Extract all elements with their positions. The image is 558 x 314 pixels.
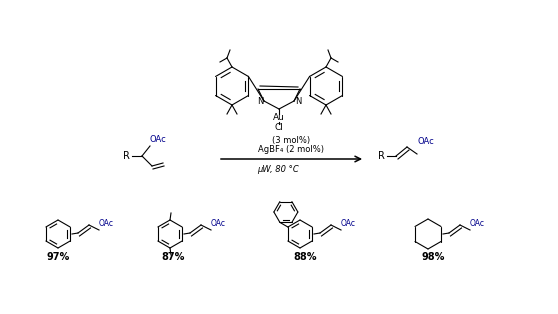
Text: OAc: OAc <box>418 138 435 147</box>
Text: Cl: Cl <box>275 123 283 133</box>
Text: OAc: OAc <box>470 219 485 228</box>
Text: Au: Au <box>273 113 285 122</box>
Text: N: N <box>295 96 301 106</box>
Text: 98%: 98% <box>421 252 445 262</box>
Text: 88%: 88% <box>294 252 317 262</box>
Text: (3 mol%): (3 mol%) <box>272 137 310 145</box>
Text: R: R <box>378 151 385 161</box>
Text: R: R <box>123 151 130 161</box>
Text: OAc: OAc <box>99 219 114 228</box>
Text: OAc: OAc <box>341 219 356 228</box>
Text: N: N <box>257 96 263 106</box>
Text: OAc: OAc <box>150 134 167 143</box>
Text: OAc: OAc <box>211 219 226 228</box>
Text: μW, 80 °C: μW, 80 °C <box>257 165 299 175</box>
Text: 87%: 87% <box>161 252 185 262</box>
Text: 97%: 97% <box>46 252 70 262</box>
Text: AgBF₄ (2 mol%): AgBF₄ (2 mol%) <box>258 145 324 154</box>
